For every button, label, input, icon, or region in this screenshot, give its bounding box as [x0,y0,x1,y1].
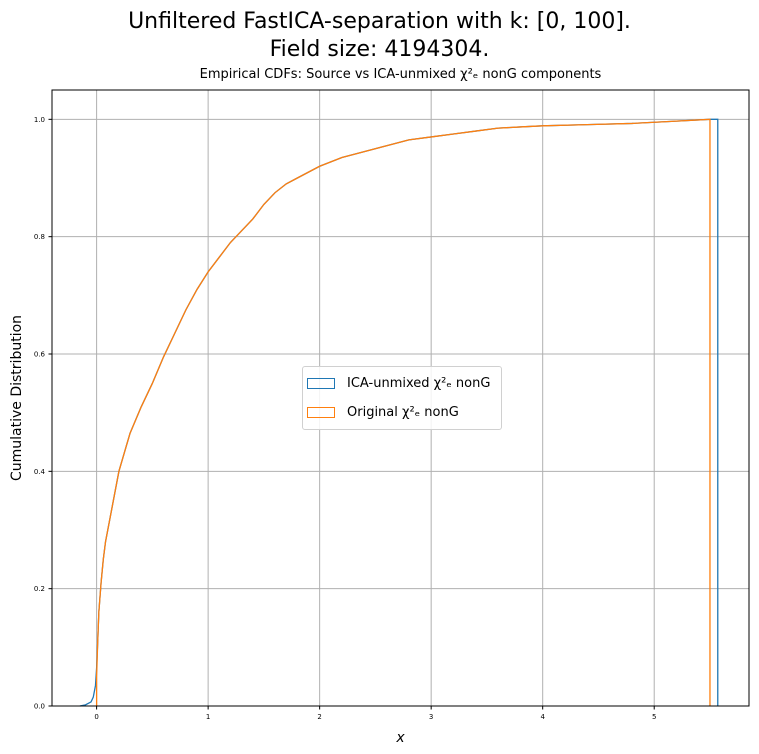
x-axis-label: x [395,730,405,746]
suptitle-line1: Unfiltered FastICA-separation with k: [0… [128,9,631,34]
y-tick-label: 1.0 [34,116,45,124]
legend-label-original: Original χ²ₑ nonG [347,404,459,420]
series-layer [79,118,719,707]
legend: ICA-unmixed χ²ₑ nonG Original χ²ₑ nonG [302,366,502,430]
x-tick-label: 3 [429,713,433,721]
legend-swatch-ica [307,377,335,389]
series-original-line [95,118,711,706]
x-tick-label: 1 [206,713,210,721]
y-tick-label: 0.6 [34,351,46,359]
chart-title: Empirical CDFs: Source vs ICA-unmixed χ²… [199,67,602,82]
legend-item-original: Original χ²ₑ nonG [307,401,459,423]
x-tick-label: 5 [652,713,656,721]
ticks: 0 1 2 3 4 5 0.0 0.2 0.4 0.6 0.8 1.0 [34,116,657,721]
x-tick-label: 2 [317,713,321,721]
y-tick-label: 0.0 [34,703,45,711]
legend-item-ica: ICA-unmixed χ²ₑ nonG [307,372,490,394]
legend-swatch-original [307,406,335,418]
y-tick-label: 0.4 [34,468,46,476]
suptitle-line2: Field size: 4194304. [269,37,490,62]
legend-label-ica: ICA-unmixed χ²ₑ nonG [347,375,491,391]
y-tick-label: 0.2 [34,585,45,593]
x-tick-label: 0 [94,713,98,721]
y-axis-label: Cumulative Distribution [9,315,25,481]
y-tick-label: 0.8 [34,233,45,241]
plot-frame [51,89,750,707]
x-tick-label: 4 [540,713,545,721]
